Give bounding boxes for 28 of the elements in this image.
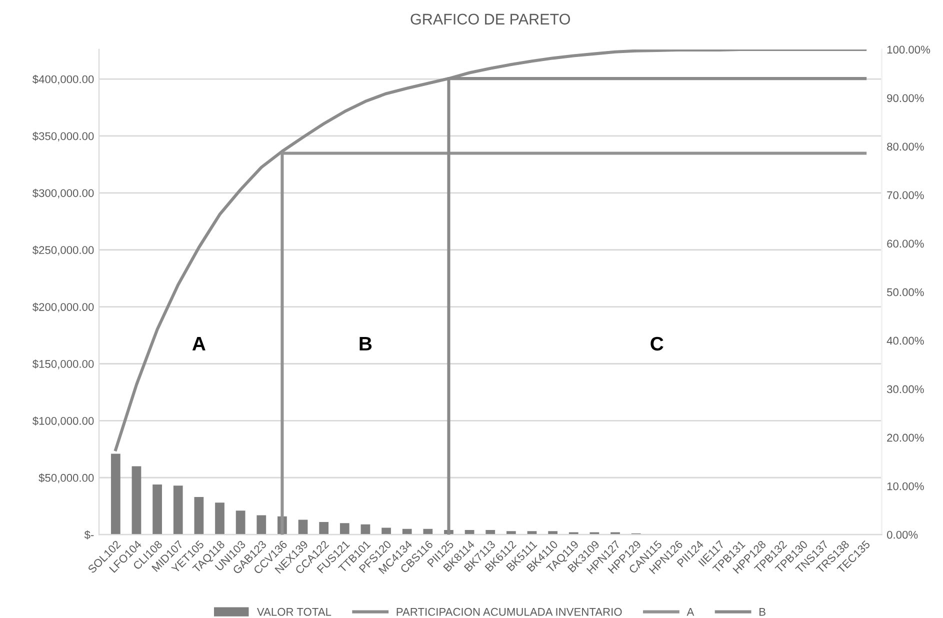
y2-tick-label: 30.00%	[886, 385, 924, 394]
y2-tick-label: 20.00%	[887, 434, 924, 442]
y-tick-label: $100,000.00	[32, 416, 94, 426]
y2-tick-label: 50.00%	[887, 288, 924, 296]
y2-tick-label: 70.00%	[887, 191, 924, 200]
annotation: C	[650, 336, 664, 351]
y2-tick-label: 10.00%	[887, 482, 924, 490]
chart-title: GRAFICO DE PARETO	[410, 14, 570, 25]
y2-tick-label: 90.00%	[887, 94, 924, 102]
legend-label: VALOR TOTAL	[256, 608, 332, 616]
annotation: A	[192, 337, 206, 350]
y2-tick-label: 0.00%	[887, 530, 918, 539]
y-tick-label: $-	[84, 530, 94, 540]
y-tick-label: $200,000.00	[32, 302, 94, 312]
y2-tick-label: 60.00%	[887, 240, 924, 248]
y-tick-label: $150,000.00	[32, 360, 94, 370]
y-tick-label: $250,000.00	[32, 246, 94, 256]
annotation: B	[360, 337, 372, 350]
y2-tick-label: 40.00%	[886, 336, 924, 345]
legend-label: PARTICIPACION ACUMULADA INVENTARIO	[396, 608, 622, 616]
y-tick-label: $350,000.00	[32, 132, 94, 142]
y-tick-label: $400,000.00	[32, 74, 94, 84]
legend-label: A	[686, 608, 694, 616]
y-tick-label: $300,000.00	[32, 188, 94, 198]
y2-tick-label: 80.00%	[887, 142, 924, 151]
y2-tick-label: 100.00%	[887, 46, 930, 54]
y-tick-label: $50,000.00	[38, 473, 94, 484]
legend-label: B	[760, 608, 766, 616]
